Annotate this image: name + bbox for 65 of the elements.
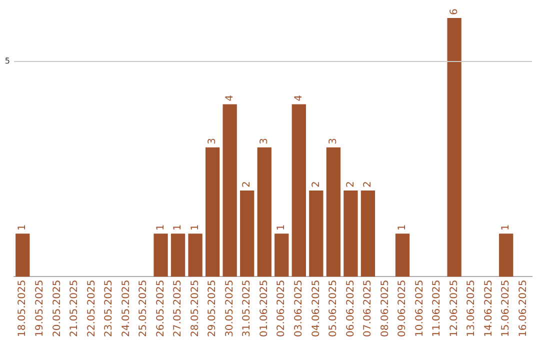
x-tick-label: 06.06.2025: [345, 280, 356, 338]
x-tick-label: 15.06.2025: [500, 280, 512, 338]
data-label: 6: [448, 8, 460, 15]
bar: [154, 234, 168, 277]
data-label: 3: [328, 138, 340, 144]
x-tick-label: 12.06.2025: [448, 280, 460, 338]
x-tick-label: 10.06.2025: [414, 280, 426, 338]
x-tick-label: 21.05.2025: [69, 280, 80, 338]
data-label: 3: [207, 138, 218, 144]
x-tick-label: 22.05.2025: [86, 280, 98, 338]
x-tick-label: 23.05.2025: [104, 280, 115, 338]
data-label: 1: [276, 224, 288, 231]
x-tick-label: 20.05.2025: [52, 280, 63, 338]
x-tick-label: 08.06.2025: [380, 280, 391, 338]
bar: [188, 234, 202, 277]
data-label: 3: [258, 138, 270, 144]
bar: [326, 147, 341, 277]
data-label: 2: [345, 181, 356, 188]
bar: [499, 234, 514, 277]
data-label: 2: [310, 181, 322, 188]
bar: [170, 234, 186, 277]
x-tick-label: 02.06.2025: [276, 280, 288, 338]
bar: [274, 234, 289, 277]
x-tick-label: 16.06.2025: [518, 280, 529, 338]
x-tick-label: 11.06.2025: [432, 280, 443, 338]
bar: [309, 190, 324, 277]
bar: [360, 190, 376, 277]
x-tick-label: 01.06.2025: [258, 280, 270, 338]
data-label: 1: [17, 224, 28, 231]
x-tick-label: 09.06.2025: [397, 280, 408, 338]
x-tick-label: 31.05.2025: [242, 280, 253, 338]
x-tick-label: 26.05.2025: [155, 280, 166, 338]
bar: [344, 190, 358, 277]
x-tick-label: 04.06.2025: [310, 280, 322, 338]
bar: [257, 147, 272, 277]
x-tick-label: 28.05.2025: [190, 280, 201, 338]
data-label: 1: [500, 224, 512, 231]
x-tick-label: 19.05.2025: [34, 280, 46, 338]
x-tick-label: 03.06.2025: [293, 280, 304, 338]
data-label: 1: [172, 224, 184, 231]
bar: [395, 234, 410, 277]
bar: [16, 234, 30, 277]
ref-line-label: 5: [4, 56, 10, 66]
bar: [205, 147, 220, 277]
x-tick-label: 13.06.2025: [466, 280, 478, 338]
data-label: 4: [293, 94, 304, 102]
bar: [447, 18, 462, 277]
bar: [240, 190, 254, 277]
x-tick-label: 07.06.2025: [362, 280, 374, 338]
x-tick-label: 25.05.2025: [138, 280, 150, 338]
data-label: 1: [155, 224, 166, 231]
x-tick-label: 18.05.2025: [17, 280, 28, 338]
bar: [292, 104, 306, 277]
data-label: 4: [224, 94, 236, 102]
bar: [222, 104, 237, 277]
x-tick-label: 24.05.2025: [120, 280, 132, 338]
data-label: 2: [242, 181, 253, 188]
x-tick-label: 30.05.2025: [224, 280, 236, 338]
x-tick-label: 05.06.2025: [328, 280, 340, 338]
data-label: 2: [362, 181, 374, 188]
x-tick-label: 29.05.2025: [207, 280, 218, 338]
data-label: 1: [397, 224, 408, 231]
x-tick-label: 27.05.2025: [172, 280, 184, 338]
data-label: 1: [190, 224, 201, 231]
x-tick-label: 14.06.2025: [483, 280, 494, 338]
